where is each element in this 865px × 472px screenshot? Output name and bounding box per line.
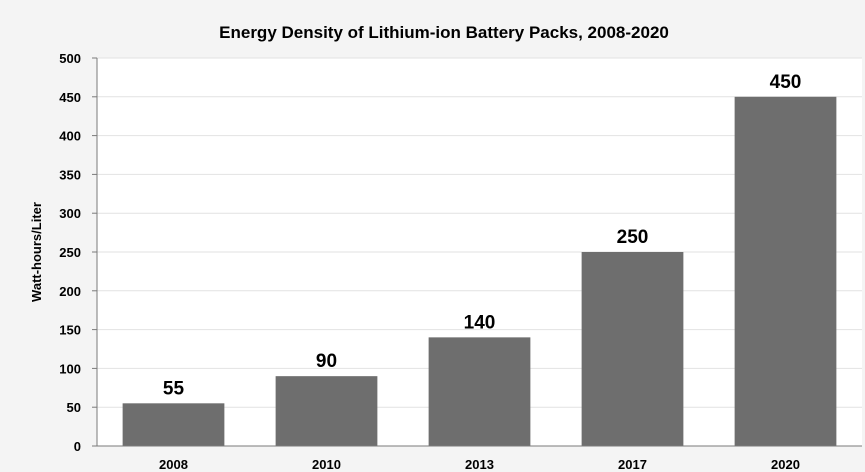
y-tick-label: 450 [59,90,81,105]
x-tick-label: 2017 [618,457,647,472]
y-tick-label: 0 [74,439,81,454]
y-tick-label: 50 [67,400,81,415]
data-label-2017: 250 [617,227,649,248]
y-tick-label: 200 [59,284,81,299]
x-tick-label: 2013 [465,457,494,472]
x-tick-label: 2020 [771,457,800,472]
bar-2013 [428,337,531,446]
y-tick-label: 100 [59,361,81,376]
y-tick-label: 350 [59,167,81,182]
data-labels: 55 90 140 250 450 [163,72,801,400]
data-label-2013: 140 [464,312,496,333]
y-axis-title: Watt-hours/Liter [29,202,44,302]
bar-2020 [734,96,837,447]
y-tick-label: 500 [59,51,81,66]
bar-2008 [122,403,225,446]
data-label-2010: 90 [316,351,337,372]
chart-title: Energy Density of Lithium-ion Battery Pa… [219,23,669,42]
bars [122,96,837,447]
data-label-2020: 450 [770,72,802,93]
y-tick-label: 150 [59,323,81,338]
x-tick-label: 2008 [159,457,188,472]
x-axis-ticks: 2008 2010 2013 2017 2020 [159,457,800,472]
data-label-2008: 55 [163,378,185,399]
y-axis-ticks: 0 50 100 150 200 250 300 350 400 450 500 [59,51,97,454]
bar-2010 [275,376,378,446]
x-tick-label: 2010 [312,457,341,472]
bar-2017 [581,252,684,446]
y-tick-label: 300 [59,206,81,221]
y-tick-label: 250 [59,245,81,260]
y-tick-label: 400 [59,129,81,144]
